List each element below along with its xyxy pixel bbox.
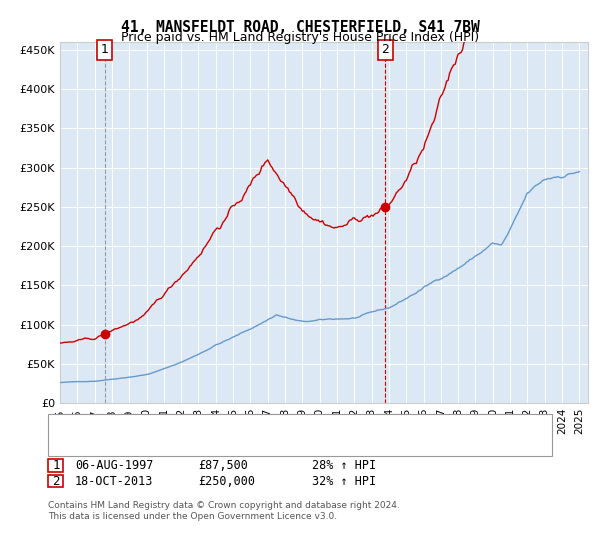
- Text: 2: 2: [382, 43, 389, 57]
- Text: 28% ↑ HPI: 28% ↑ HPI: [312, 459, 376, 472]
- Text: 1: 1: [52, 459, 59, 472]
- Text: HPI: Average price, detached house, Chesterfield: HPI: Average price, detached house, Ches…: [108, 431, 408, 441]
- Text: 32% ↑ HPI: 32% ↑ HPI: [312, 474, 376, 488]
- Text: 2: 2: [52, 474, 59, 488]
- Text: Price paid vs. HM Land Registry's House Price Index (HPI): Price paid vs. HM Land Registry's House …: [121, 31, 479, 44]
- Text: 41, MANSFELDT ROAD, CHESTERFIELD, S41 7BW: 41, MANSFELDT ROAD, CHESTERFIELD, S41 7B…: [121, 20, 479, 35]
- Text: 1: 1: [101, 43, 109, 57]
- Text: Contains HM Land Registry data © Crown copyright and database right 2024.
This d: Contains HM Land Registry data © Crown c…: [48, 501, 400, 521]
- Text: £87,500: £87,500: [198, 459, 248, 472]
- Text: 18-OCT-2013: 18-OCT-2013: [75, 474, 154, 488]
- Text: 06-AUG-1997: 06-AUG-1997: [75, 459, 154, 472]
- Text: 41, MANSFELDT ROAD, CHESTERFIELD, S41 7BW (detached house): 41, MANSFELDT ROAD, CHESTERFIELD, S41 7B…: [108, 414, 470, 424]
- Text: £250,000: £250,000: [198, 474, 255, 488]
